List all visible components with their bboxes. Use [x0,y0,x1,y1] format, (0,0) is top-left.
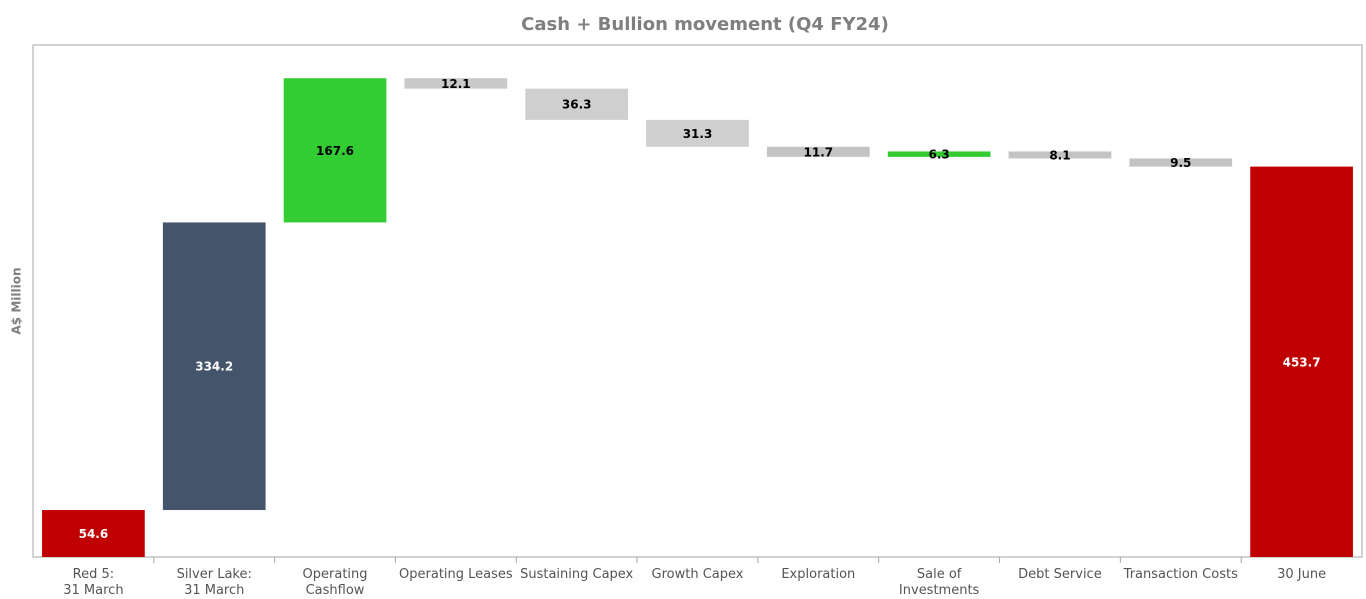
x-tick-label: Growth Capex [651,567,744,582]
x-tick-label: Operating Cashflow [302,567,368,598]
x-tick-label: Silver Lake: 31 March [176,567,252,598]
data-label: 453.7 [1283,355,1321,369]
x-tick-label: Operating Leases [399,567,513,582]
y-axis-label: A$ Million [10,268,24,335]
bar [283,78,387,223]
x-tick-label: Sustaining Capex [520,567,634,582]
x-tick-label: Sale of Investments [898,567,980,598]
x-tick-label: Exploration [781,567,856,582]
bar [887,151,991,157]
chart-title: Cash + Bullion movement (Q4 FY24) [521,14,889,35]
bar [646,119,749,147]
bar [525,88,629,120]
data-label: 31.3 [683,127,713,141]
x-tick-label: Debt Service [1018,567,1102,582]
data-label: 9.5 [1170,156,1191,170]
data-label: 334.2 [195,360,233,374]
bar [1250,166,1353,558]
bar [162,222,266,511]
bar [404,78,508,89]
plot-frame [32,44,1363,558]
data-label: 36.3 [562,98,592,112]
data-label: 12.1 [441,77,471,91]
bar [1008,151,1112,159]
data-label: 167.6 [316,144,354,158]
data-label: 54.6 [79,527,109,541]
data-label: 8.1 [1049,148,1070,162]
bar [42,510,145,557]
data-label: 6.3 [929,148,950,162]
bar [766,146,870,157]
x-tick-label: Red 5: 31 March [63,567,124,598]
data-label: 11.7 [804,145,834,159]
x-tick-label: Transaction Costs [1123,567,1238,582]
x-tick-label: 30 June [1277,567,1327,582]
bar [1129,158,1233,167]
